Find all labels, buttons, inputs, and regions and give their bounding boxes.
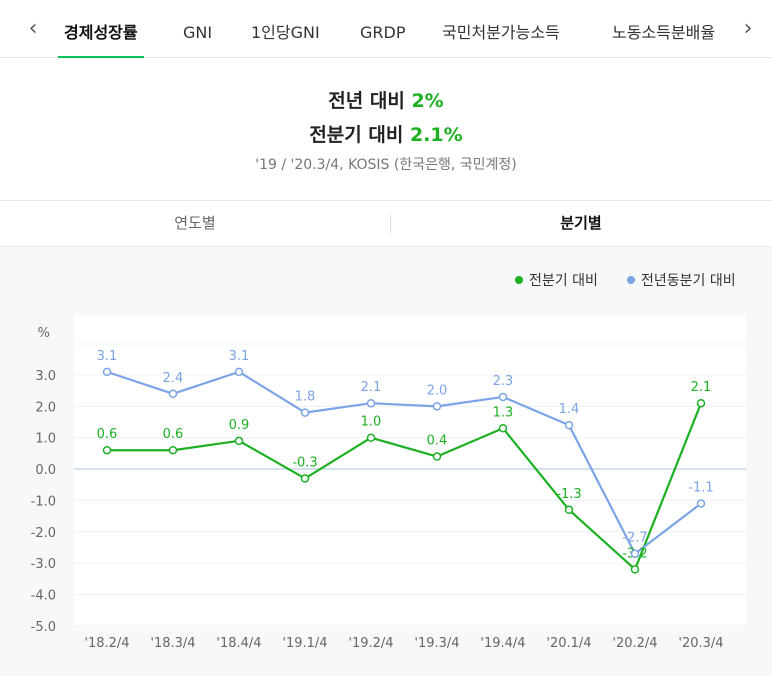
data-point	[432, 402, 442, 411]
data-point	[300, 474, 310, 483]
summary-qoq: 전분기 대비 2.1%	[0, 120, 772, 147]
data-label: 0.6	[163, 427, 184, 442]
x-tick-label: '19.2/4	[348, 636, 393, 651]
data-point	[366, 398, 376, 408]
data-label: 2.4	[163, 371, 184, 386]
tab-labor-share[interactable]: 노동소득분배율	[612, 23, 716, 42]
subtab-yearly[interactable]: 연도별	[174, 214, 216, 232]
tab-gni[interactable]: GNI	[183, 23, 213, 42]
data-label: 1.0	[361, 415, 382, 430]
summary-qoq-label: 전분기 대비	[309, 124, 404, 146]
x-tick-label: '18.3/4	[150, 636, 195, 651]
data-label: 1.4	[559, 402, 580, 417]
period-subtabs: 연도별 분기별	[0, 200, 772, 247]
x-tick-label: '20.1/4	[546, 636, 591, 651]
summary-yoy: 전년 대비 2%	[0, 86, 772, 113]
data-label: -1.3	[556, 487, 581, 502]
data-point	[630, 565, 640, 574]
data-point	[234, 367, 244, 377]
x-tick-label: '20.3/4	[678, 636, 723, 651]
x-tick-label: '19.3/4	[414, 636, 459, 651]
data-label: 1.3	[493, 405, 514, 420]
plot-background	[74, 315, 746, 627]
y-tick-label: -3.0	[31, 557, 56, 572]
data-label: 2.0	[427, 383, 448, 398]
data-point	[498, 424, 508, 433]
legend-label: 전년동분기 대비	[641, 273, 736, 289]
tab-grdp[interactable]: GRDP	[360, 23, 406, 42]
legend-marker	[627, 276, 635, 284]
source-note: '19 / '20.3/4, KOSIS (한국은행, 국민계정)	[255, 157, 517, 173]
data-label: 1.8	[295, 390, 316, 405]
y-tick-label: -4.0	[31, 588, 56, 603]
data-point	[168, 389, 178, 399]
x-tick-label: '20.2/4	[612, 636, 657, 651]
data-label: 0.9	[229, 418, 250, 433]
data-point	[432, 452, 442, 461]
y-tick-label: 1.0	[35, 432, 56, 447]
data-point	[168, 445, 178, 455]
data-label: 2.1	[361, 380, 382, 395]
data-label: -0.3	[292, 455, 317, 470]
data-point	[696, 499, 706, 508]
tabs-viewport: 경제성장률 GNI 1인당GNI GRDP 국민처분가능소득 노동소득분배율	[48, 0, 728, 58]
y-tick-label: 2.0	[35, 400, 56, 415]
data-label: -1.1	[688, 481, 713, 496]
subtab-divider	[390, 215, 391, 233]
data-label: 2.1	[691, 380, 712, 395]
y-tick-label: 0.0	[35, 463, 56, 478]
summary-yoy-value: 2%	[411, 90, 444, 112]
legend-label: 전분기 대비	[529, 273, 598, 289]
subtab-quarterly[interactable]: 분기별	[560, 214, 602, 232]
data-point	[564, 505, 574, 515]
tab-bar: ‹ 경제성장률 GNI 1인당GNI GRDP 국민처분가능소득 노동소득분배율…	[0, 0, 772, 58]
data-label: -2.7	[622, 531, 647, 546]
data-point	[102, 367, 112, 377]
y-tick-label: -1.0	[31, 494, 56, 509]
data-point	[300, 408, 310, 417]
y-tick-label: 3.0	[35, 369, 56, 384]
summary-qoq-value: 2.1%	[409, 124, 463, 146]
summary: 전년 대비 2% 전분기 대비 2.1% '19 / '20.3/4, KOSI…	[0, 58, 772, 200]
y-axis-unit: %	[38, 326, 50, 341]
data-point	[366, 433, 376, 442]
tab-growth-rate[interactable]: 경제성장률	[58, 0, 144, 58]
x-tick-label: '18.4/4	[216, 636, 261, 651]
data-label: 3.1	[229, 349, 250, 364]
summary-yoy-label: 전년 대비	[328, 90, 405, 112]
chart-area: 3.0 2.0 1.0 0.0 -1.0 -2.0 -3.0 -4.0 -5.0% '18.2/4…	[0, 247, 772, 676]
x-tick-label: '19.4/4	[480, 636, 525, 651]
tab-disposable-income[interactable]: 국민처분가능소득	[442, 23, 560, 42]
data-label: 2.3	[493, 374, 514, 389]
data-label: 3.1	[97, 349, 118, 364]
y-tick-label: -5.0	[31, 620, 56, 635]
data-label: 0.6	[97, 427, 118, 442]
y-tick-label: -2.0	[31, 526, 56, 541]
tab-gni-per-capita[interactable]: 1인당GNI	[251, 23, 320, 42]
data-point	[630, 549, 640, 558]
x-tick-label: '19.1/4	[282, 636, 327, 651]
tab-next-arrow-icon[interactable]: ›	[743, 16, 753, 41]
x-tick-label: '18.2/4	[84, 636, 129, 651]
series-line-2	[106, 370, 702, 555]
tab-prev-arrow-icon[interactable]: ‹	[28, 16, 38, 41]
data-point	[498, 392, 508, 402]
data-point	[564, 420, 574, 430]
data-label: 0.4	[427, 434, 448, 449]
data-point	[102, 445, 112, 455]
series-line-1	[107, 402, 703, 571]
data-point	[696, 398, 706, 408]
growth-chart: 3.0 2.0 1.0 0.0 -1.0 -2.0 -3.0 -4.0 -5.0% '18.2/4…	[31, 273, 746, 651]
legend-marker	[515, 276, 523, 284]
data-point	[234, 436, 244, 446]
